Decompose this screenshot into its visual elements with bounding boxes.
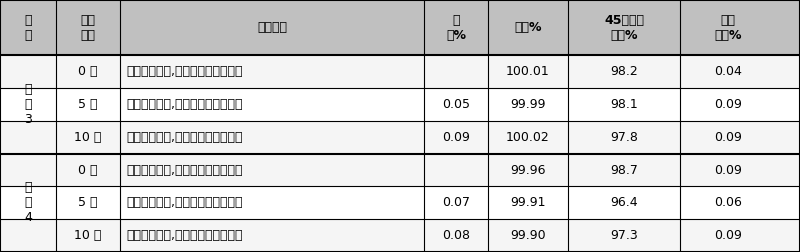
Text: 外观性状: 外观性状 bbox=[257, 21, 287, 34]
Text: 处
方
4: 处 方 4 bbox=[24, 181, 32, 224]
Text: 0 天: 0 天 bbox=[78, 65, 98, 78]
Text: 0 天: 0 天 bbox=[78, 164, 98, 177]
Text: 白色薄膜衣片,除去薄膜衣后显白色: 白色薄膜衣片,除去薄膜衣后显白色 bbox=[126, 229, 243, 242]
Text: 99.91: 99.91 bbox=[510, 196, 546, 209]
Text: 100.01: 100.01 bbox=[506, 65, 550, 78]
Bar bbox=[0, 88, 800, 121]
Text: 0.09: 0.09 bbox=[442, 131, 470, 144]
Text: 处
方: 处 方 bbox=[24, 14, 32, 42]
Text: 有关
物质%: 有关 物质% bbox=[714, 14, 742, 42]
Text: 考察
时间: 考察 时间 bbox=[81, 14, 95, 42]
Text: 处
方
3: 处 方 3 bbox=[24, 83, 32, 126]
Text: 10 天: 10 天 bbox=[74, 131, 102, 144]
Text: 白色薄膜衣片,除去薄膜衣后显白色: 白色薄膜衣片,除去薄膜衣后显白色 bbox=[126, 131, 243, 144]
Bar bbox=[0, 186, 800, 219]
Text: 白色薄膜衣片,除去薄膜衣后显白色: 白色薄膜衣片,除去薄膜衣后显白色 bbox=[126, 65, 243, 78]
Text: 99.96: 99.96 bbox=[510, 164, 546, 177]
Text: 98.2: 98.2 bbox=[610, 65, 638, 78]
Text: 0.08: 0.08 bbox=[442, 229, 470, 242]
Text: 白色薄膜衣片,除去薄膜衣后显白色: 白色薄膜衣片,除去薄膜衣后显白色 bbox=[126, 164, 243, 177]
Text: 99.99: 99.99 bbox=[510, 98, 546, 111]
Text: 97.8: 97.8 bbox=[610, 131, 638, 144]
Text: 0.09: 0.09 bbox=[714, 164, 742, 177]
Text: 99.90: 99.90 bbox=[510, 229, 546, 242]
Text: 白色薄膜衣片,除去薄膜衣后显白色: 白色薄膜衣片,除去薄膜衣后显白色 bbox=[126, 98, 243, 111]
Bar bbox=[0, 154, 800, 186]
Text: 98.1: 98.1 bbox=[610, 98, 638, 111]
Text: 96.4: 96.4 bbox=[610, 196, 638, 209]
Text: 0.09: 0.09 bbox=[714, 131, 742, 144]
Text: 10 天: 10 天 bbox=[74, 229, 102, 242]
Bar bbox=[0, 219, 800, 252]
Bar bbox=[0, 121, 800, 154]
Text: 含量%: 含量% bbox=[514, 21, 542, 34]
Text: 0.05: 0.05 bbox=[442, 98, 470, 111]
Bar bbox=[0, 55, 800, 88]
Text: 0.09: 0.09 bbox=[714, 98, 742, 111]
Text: 45分钟溶
出度%: 45分钟溶 出度% bbox=[604, 14, 644, 42]
Text: 5 天: 5 天 bbox=[78, 196, 98, 209]
Text: 增
重%: 增 重% bbox=[446, 14, 466, 42]
Text: 白色薄膜衣片,除去薄膜衣后显白色: 白色薄膜衣片,除去薄膜衣后显白色 bbox=[126, 196, 243, 209]
Text: 0.06: 0.06 bbox=[714, 196, 742, 209]
Text: 98.7: 98.7 bbox=[610, 164, 638, 177]
Text: 5 天: 5 天 bbox=[78, 98, 98, 111]
Text: 0.09: 0.09 bbox=[714, 229, 742, 242]
Text: 97.3: 97.3 bbox=[610, 229, 638, 242]
Bar bbox=[0, 0, 800, 55]
Text: 100.02: 100.02 bbox=[506, 131, 550, 144]
Text: 0.04: 0.04 bbox=[714, 65, 742, 78]
Text: 0.07: 0.07 bbox=[442, 196, 470, 209]
